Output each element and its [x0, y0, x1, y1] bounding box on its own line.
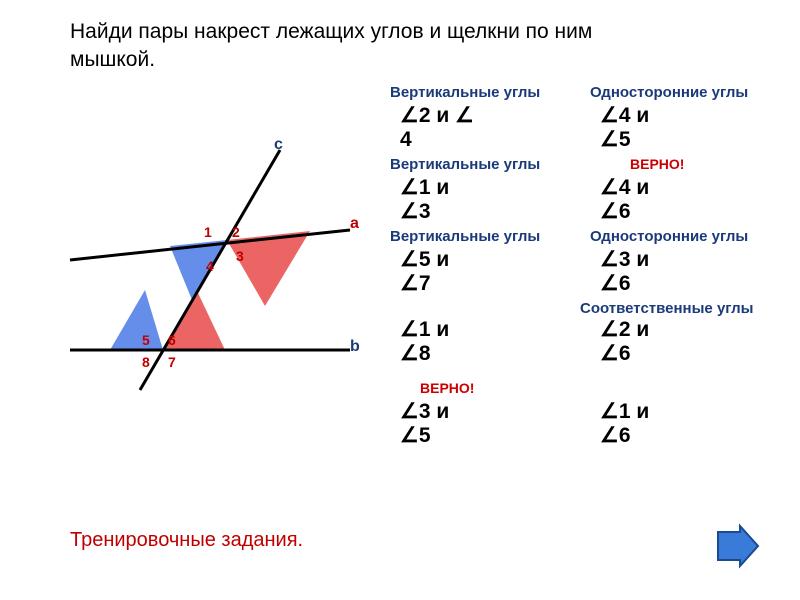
- pair-1-8[interactable]: ∠1 и∠8: [400, 318, 540, 366]
- geometry-diagram: a b c 1 2 3 4 5 6 7 8: [50, 130, 370, 430]
- fill-lower-blue: [110, 290, 163, 350]
- angle-symbol-icon: ∠: [600, 272, 619, 295]
- next-button[interactable]: [712, 522, 760, 570]
- angle-num-4: 4: [206, 258, 214, 274]
- angle-num-7: 7: [168, 354, 176, 370]
- angle-symbol-icon: ∠: [455, 104, 474, 127]
- angle-a: 1: [419, 318, 431, 341]
- angle-a: 4: [619, 104, 631, 127]
- angle-b: 7: [419, 272, 431, 295]
- angle-b: 6: [619, 200, 631, 223]
- angle-a: 4: [619, 176, 631, 199]
- angle-symbol-icon: ∠: [400, 318, 419, 341]
- angle-b: 4: [400, 128, 412, 151]
- pair-3-6[interactable]: ∠3 и∠6: [600, 248, 740, 296]
- pair-1-6[interactable]: ∠1 и∠6: [600, 400, 740, 448]
- label-onesided-2: Односторонние углы: [590, 228, 748, 245]
- angle-b: 5: [419, 424, 431, 447]
- angle-a: 3: [419, 400, 431, 423]
- angle-num-1: 1: [204, 224, 212, 240]
- angle-a: 2: [619, 318, 631, 341]
- angle-symbol-icon: ∠: [400, 248, 419, 271]
- angle-num-6: 6: [168, 332, 176, 348]
- angle-symbol-icon: ∠: [600, 176, 619, 199]
- correct-badge-2: ВЕРНО!: [630, 156, 684, 172]
- pair-1-3[interactable]: ∠1 и∠3: [400, 176, 540, 224]
- label-vertical-3: Вертикальные углы: [390, 228, 540, 245]
- angle-symbol-icon: ∠: [600, 342, 619, 365]
- angle-symbol-icon: ∠: [400, 200, 419, 223]
- label-vertical-1: Вертикальные углы: [390, 84, 540, 101]
- angle-num-5: 5: [142, 332, 150, 348]
- angle-symbol-icon: ∠: [600, 248, 619, 271]
- angle-symbol-icon: ∠: [600, 128, 619, 151]
- pair-2-4[interactable]: ∠2 и ∠4: [400, 104, 540, 152]
- footer-text: Тренировочные задания.: [70, 529, 303, 552]
- angle-num-3: 3: [236, 248, 244, 264]
- line-label-c: c: [274, 136, 283, 154]
- angle-num-8: 8: [142, 354, 150, 370]
- label-corresponding-1: Соответственные углы: [580, 300, 754, 317]
- angle-b: 3: [419, 200, 431, 223]
- angle-b: 6: [619, 424, 631, 447]
- angle-symbol-icon: ∠: [600, 200, 619, 223]
- angle-symbol-icon: ∠: [600, 424, 619, 447]
- angle-a: 1: [619, 400, 631, 423]
- angle-a: 1: [419, 176, 431, 199]
- label-onesided-1: Односторонние углы: [590, 84, 748, 101]
- pair-3-5[interactable]: ∠3 и∠5: [400, 400, 540, 448]
- pair-5-7[interactable]: ∠5 и∠7: [400, 248, 540, 296]
- angle-symbol-icon: ∠: [600, 318, 619, 341]
- angle-symbol-icon: ∠: [400, 400, 419, 423]
- angle-symbol-icon: ∠: [600, 400, 619, 423]
- angle-a: 3: [619, 248, 631, 271]
- angle-symbol-icon: ∠: [600, 104, 619, 127]
- angle-b: 8: [419, 342, 431, 365]
- pair-4-6[interactable]: ∠4 и∠6: [600, 176, 740, 224]
- next-arrow-icon: [712, 522, 760, 570]
- angle-symbol-icon: ∠: [400, 342, 419, 365]
- correct-badge-1: ВЕРНО!: [420, 380, 474, 396]
- angle-symbol-icon: ∠: [400, 176, 419, 199]
- line-label-b: b: [350, 338, 360, 356]
- angle-num-2: 2: [232, 224, 240, 240]
- label-vertical-2: Вертикальные углы: [390, 156, 540, 173]
- diagram-svg: [50, 130, 370, 430]
- pair-2-6[interactable]: ∠2 и∠6: [600, 318, 740, 366]
- angle-symbol-icon: ∠: [400, 424, 419, 447]
- angle-b: 5: [619, 128, 631, 151]
- angle-symbol-icon: ∠: [400, 104, 419, 127]
- angle-b: 6: [619, 342, 631, 365]
- angle-a: 5: [419, 248, 431, 271]
- angle-a: 2: [419, 104, 431, 127]
- line-label-a: a: [350, 215, 359, 233]
- angle-symbol-icon: ∠: [400, 272, 419, 295]
- pair-4-5[interactable]: ∠4 и∠5: [600, 104, 740, 152]
- angle-b: 6: [619, 272, 631, 295]
- page-title: Найди пары накрест лежащих углов и щелкн…: [70, 18, 670, 75]
